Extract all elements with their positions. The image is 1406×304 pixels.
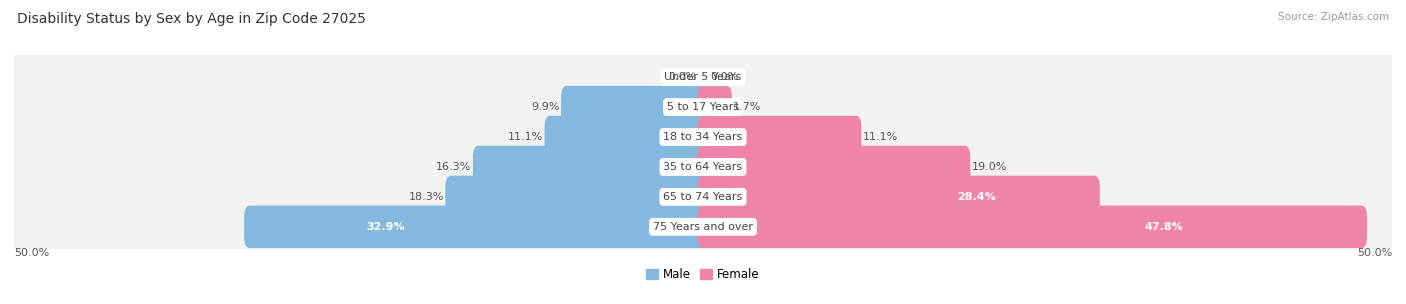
Text: 28.4%: 28.4% xyxy=(957,192,997,202)
Text: 35 to 64 Years: 35 to 64 Years xyxy=(664,162,742,172)
Text: 75 Years and over: 75 Years and over xyxy=(652,222,754,232)
FancyBboxPatch shape xyxy=(561,86,709,128)
Text: 1.7%: 1.7% xyxy=(734,102,762,112)
FancyBboxPatch shape xyxy=(7,36,1399,119)
Text: 0.0%: 0.0% xyxy=(710,72,738,82)
Text: Source: ZipAtlas.com: Source: ZipAtlas.com xyxy=(1278,12,1389,22)
Text: 0.0%: 0.0% xyxy=(668,72,696,82)
Text: 11.1%: 11.1% xyxy=(863,132,898,142)
Text: Under 5 Years: Under 5 Years xyxy=(665,72,741,82)
FancyBboxPatch shape xyxy=(697,146,970,188)
FancyBboxPatch shape xyxy=(7,155,1399,238)
Text: Disability Status by Sex by Age in Zip Code 27025: Disability Status by Sex by Age in Zip C… xyxy=(17,12,366,26)
FancyBboxPatch shape xyxy=(7,95,1399,179)
FancyBboxPatch shape xyxy=(697,206,1367,248)
FancyBboxPatch shape xyxy=(7,185,1399,268)
FancyBboxPatch shape xyxy=(446,176,709,218)
FancyBboxPatch shape xyxy=(7,125,1399,209)
FancyBboxPatch shape xyxy=(544,116,709,158)
Text: 18.3%: 18.3% xyxy=(409,192,444,202)
FancyBboxPatch shape xyxy=(472,146,709,188)
Text: 50.0%: 50.0% xyxy=(14,248,49,258)
Text: 18 to 34 Years: 18 to 34 Years xyxy=(664,132,742,142)
Text: 16.3%: 16.3% xyxy=(436,162,471,172)
Text: 65 to 74 Years: 65 to 74 Years xyxy=(664,192,742,202)
Text: 5 to 17 Years: 5 to 17 Years xyxy=(666,102,740,112)
Text: 11.1%: 11.1% xyxy=(508,132,543,142)
Text: 32.9%: 32.9% xyxy=(367,222,405,232)
FancyBboxPatch shape xyxy=(697,116,862,158)
Legend: Male, Female: Male, Female xyxy=(641,264,765,286)
FancyBboxPatch shape xyxy=(245,206,709,248)
Text: 9.9%: 9.9% xyxy=(531,102,560,112)
Text: 50.0%: 50.0% xyxy=(1357,248,1392,258)
FancyBboxPatch shape xyxy=(697,86,733,128)
FancyBboxPatch shape xyxy=(7,66,1399,149)
Text: 19.0%: 19.0% xyxy=(972,162,1007,172)
Text: 47.8%: 47.8% xyxy=(1144,222,1184,232)
FancyBboxPatch shape xyxy=(697,176,1099,218)
